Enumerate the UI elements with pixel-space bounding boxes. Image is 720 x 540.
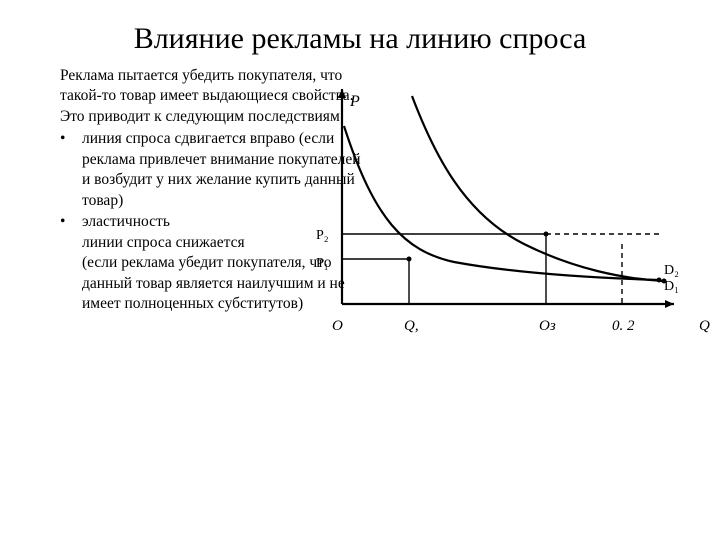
bullet-dot: • xyxy=(60,212,82,232)
label-0-2: 0. 2 xyxy=(612,318,635,335)
content-area: Реклама пытается убедить покупателя, что… xyxy=(0,66,720,314)
label-Q-comma: Q, xyxy=(404,318,419,335)
svg-text:D₂: D₂ xyxy=(664,263,679,278)
label-O3: Оз xyxy=(539,318,556,335)
page-title: Влияние рекламы на линию спроса xyxy=(0,0,720,66)
demand-chart: PP₂P₁D₂D₁ xyxy=(314,74,714,324)
svg-text:P₁: P₁ xyxy=(316,256,329,271)
label-O: O xyxy=(332,318,343,335)
label-Q: Q xyxy=(699,318,710,335)
bullet-dot: • xyxy=(60,129,82,149)
chart-area: PP₂P₁D₂D₁ O Q, Оз 0. 2 Q xyxy=(314,74,714,329)
svg-text:P₂: P₂ xyxy=(316,228,329,243)
svg-text:P: P xyxy=(349,93,360,110)
